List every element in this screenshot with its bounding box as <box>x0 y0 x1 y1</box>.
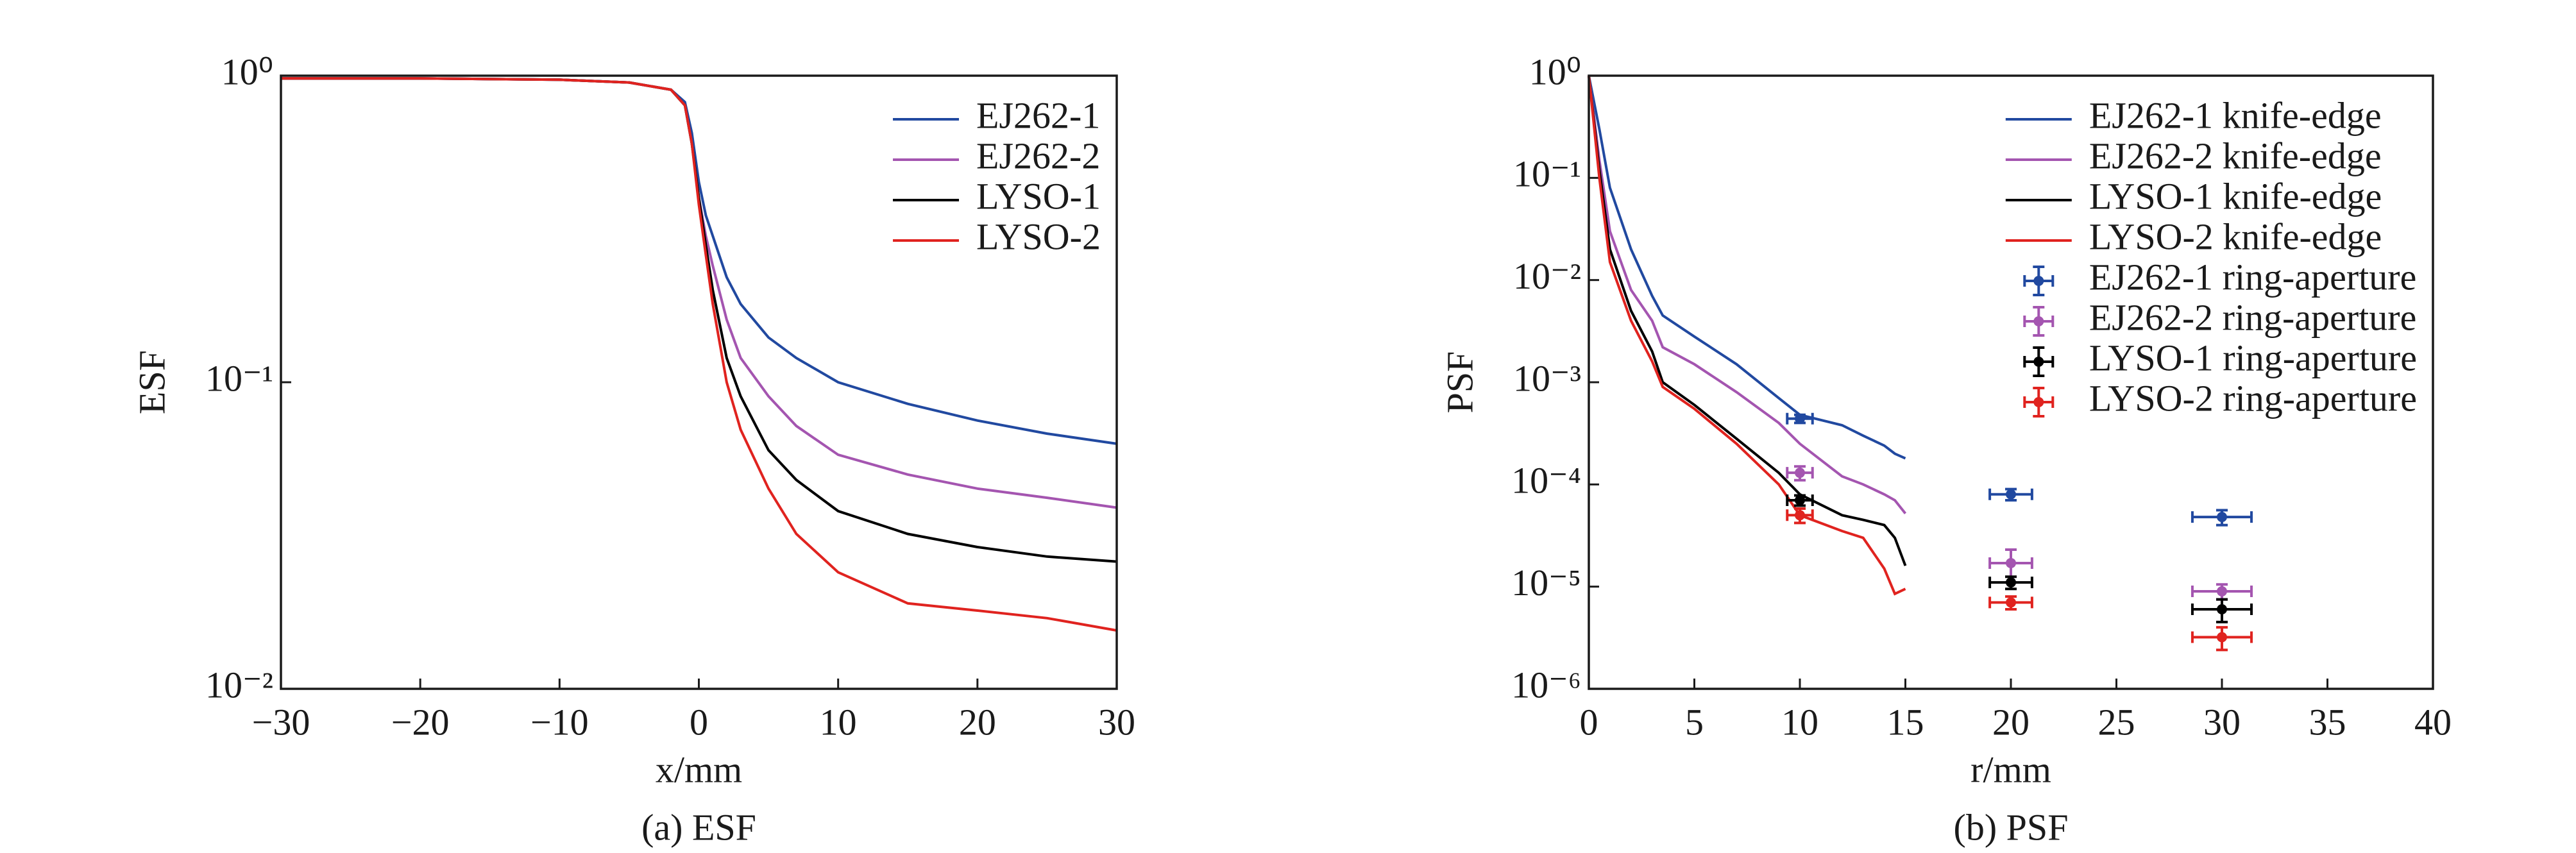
subplot: 0 5 10 15 20 25 30 35 40 10⁻⁶ 10⁻⁵ 10⁻⁴ 10⁻³ 10⁻² 10⁻¹… <box>1439 51 2452 848</box>
legend-swatch <box>2033 276 2044 286</box>
caption: (a) ESF <box>641 806 756 848</box>
y-tick-label: 10⁻⁵ <box>1511 562 1581 604</box>
y-tick-label: 10⁻² <box>205 664 273 705</box>
x-tick-label: 40 <box>2414 701 2452 743</box>
x-tick-label: 30 <box>1098 701 1135 743</box>
point <box>2217 604 2227 615</box>
point <box>2217 512 2227 523</box>
y-tick-label: 10⁻¹ <box>1513 153 1581 195</box>
x-tick-label: 20 <box>959 701 996 743</box>
y-tick-label: 10⁻¹ <box>205 357 273 399</box>
legend-label: EJ262-2 knife-edge <box>2089 135 2382 176</box>
point <box>2217 586 2227 596</box>
line <box>281 77 1117 632</box>
legend-label: LYSO-1 <box>976 175 1101 217</box>
y-tick-label: 10⁻⁶ <box>1511 664 1581 705</box>
point <box>2006 489 2016 500</box>
legend-label: LYSO-2 knife-edge <box>2089 215 2382 257</box>
point <box>1795 413 1805 424</box>
legend-label: LYSO-1 knife-edge <box>2089 175 2382 217</box>
point <box>2006 577 2016 588</box>
legend-label: EJ262-1 ring-aperture <box>2089 256 2417 298</box>
y-axis-label: PSF <box>1439 351 1480 414</box>
caption: (b) PSF <box>1954 806 2069 848</box>
x-tick-label: 5 <box>1685 701 1704 743</box>
plot-frame <box>1588 74 2434 690</box>
line <box>1588 75 1907 514</box>
x-tick-label: −20 <box>391 701 450 743</box>
x-tick-label: 35 <box>2309 701 2346 743</box>
x-tick-label: 10 <box>820 701 857 743</box>
line <box>1588 75 1906 460</box>
y-tick-label: 10⁻² <box>1513 255 1581 297</box>
point <box>1795 468 1805 478</box>
legend-swatch <box>2033 397 2044 407</box>
x-tick-label: 0 <box>1580 701 1598 743</box>
point <box>1795 510 1805 521</box>
legend-label: EJ262-1 <box>976 94 1100 136</box>
legend-label: EJ262-2 <box>976 135 1100 176</box>
x-tick-label: 0 <box>690 701 708 743</box>
point <box>2006 597 2016 608</box>
x-tick-label: 30 <box>2203 701 2241 743</box>
plot-frame <box>280 74 1118 690</box>
point <box>2217 632 2227 643</box>
point <box>2006 557 2016 568</box>
line <box>1588 75 1907 566</box>
legend-label: LYSO-1 ring-aperture <box>2089 337 2417 378</box>
x-tick-label: 25 <box>2098 701 2135 743</box>
y-tick-label: 10⁻⁴ <box>1511 460 1581 502</box>
x-tick-label: −10 <box>530 701 589 743</box>
legend-swatch <box>2033 316 2044 326</box>
y-tick-label: 10⁰ <box>221 51 273 92</box>
y-tick-label: 10⁻³ <box>1513 357 1581 399</box>
legend-label: LYSO-2 <box>976 215 1101 257</box>
x-axis-label: r/mm <box>1970 748 2051 790</box>
subplot: −30 −20 −10 0 10 20 30 10⁻² 10⁻¹ 10⁰ EJ262-1EJ262-… <box>131 51 1135 848</box>
x-tick-label: 10 <box>1781 701 1818 743</box>
line <box>1588 75 1906 596</box>
legend-label: EJ262-1 knife-edge <box>2089 94 2382 136</box>
legend-label: LYSO-2 ring-aperture <box>2089 377 2417 419</box>
x-tick-label: −30 <box>252 701 310 743</box>
x-tick-label: 15 <box>1887 701 1924 743</box>
legend-swatch <box>2033 357 2044 367</box>
legend-label: EJ262-2 ring-aperture <box>2089 296 2417 338</box>
y-axis-label: ESF <box>131 350 173 414</box>
y-tick-label: 10⁰ <box>1529 51 1581 92</box>
point <box>1795 495 1805 506</box>
x-tick-label: 20 <box>1992 701 2029 743</box>
x-axis-label: x/mm <box>656 748 742 790</box>
